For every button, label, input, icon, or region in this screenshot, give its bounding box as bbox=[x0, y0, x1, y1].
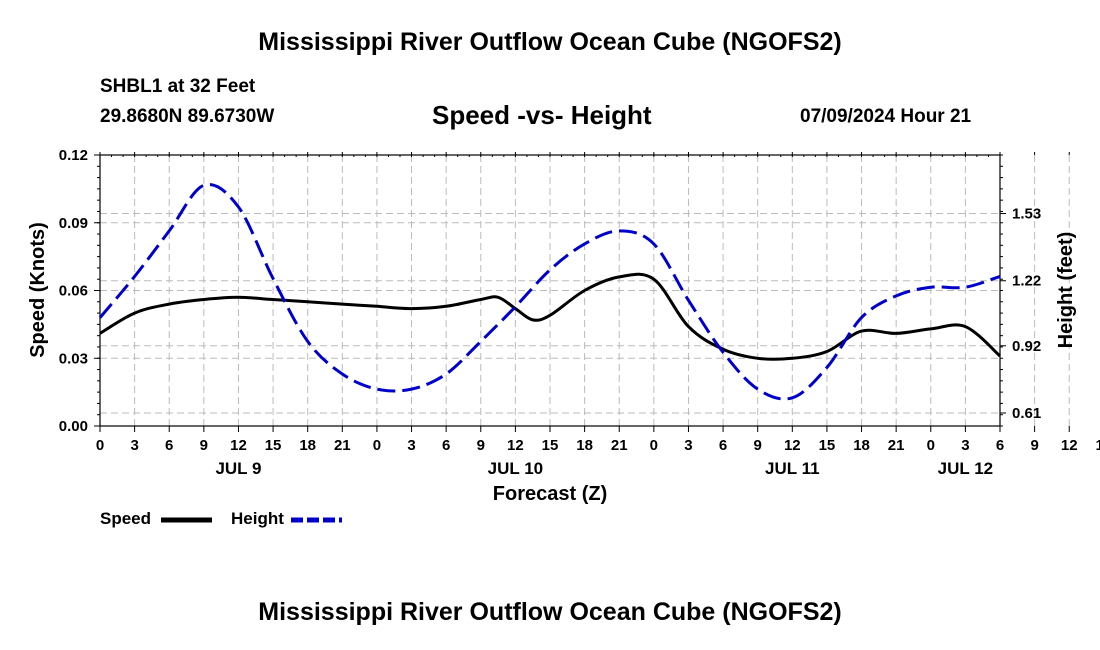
station-label: SHBL1 at 32 Feet bbox=[100, 76, 256, 97]
speed-series-line bbox=[99, 272, 1002, 361]
x-tick-label: 9 bbox=[477, 437, 485, 454]
grid-lines bbox=[100, 155, 1070, 426]
x-tick-label: 15 bbox=[542, 437, 559, 454]
x-tick-label: 12 bbox=[784, 437, 801, 454]
x-tick-label: 21 bbox=[888, 437, 905, 454]
day-label: JUL 9 bbox=[215, 459, 261, 478]
x-tick-label: 9 bbox=[200, 437, 208, 454]
day-label: JUL 12 bbox=[938, 459, 993, 478]
x-tick-label: 18 bbox=[299, 437, 316, 454]
x-tick-label: 3 bbox=[130, 437, 138, 454]
y-axis-left-label: Speed (Knots) bbox=[27, 222, 49, 358]
y-right-tick-label: 0.92 bbox=[1012, 338, 1041, 355]
x-tick-label: 15 bbox=[819, 437, 836, 454]
height-series-line bbox=[98, 183, 1001, 401]
x-tick-label: 6 bbox=[442, 437, 450, 454]
y-right-tick-label: 1.53 bbox=[1012, 206, 1041, 223]
x-axis-label: Forecast (Z) bbox=[493, 483, 607, 505]
y-left-tick-label: 0.03 bbox=[59, 350, 88, 367]
y-right-tick-label: 1.22 bbox=[1012, 273, 1041, 290]
axes: 0 3 6 9 12 15 18 21 0 3 6 9 12 15 18 21 0 3 6 9 12 15 18 21 0 3 6 9… bbox=[59, 147, 1100, 478]
x-tick-label: 3 bbox=[961, 437, 969, 454]
x-tick-label: 0 bbox=[373, 437, 381, 454]
y-left-tick-label: 0.12 bbox=[59, 147, 88, 164]
chart-subtitle: Speed -vs- Height bbox=[432, 100, 652, 130]
y-axis-right-label: Height (feet) bbox=[1055, 232, 1077, 349]
x-tick-label: 3 bbox=[407, 437, 415, 454]
x-tick-label: 12 bbox=[1061, 437, 1078, 454]
legend-height-label: Height bbox=[231, 509, 284, 528]
day-label: JUL 10 bbox=[488, 459, 543, 478]
x-tick-label: 15 bbox=[1096, 437, 1100, 454]
x-tick-label: 21 bbox=[334, 437, 351, 454]
x-tick-label: 0 bbox=[96, 437, 104, 454]
x-tick-label: 9 bbox=[1030, 437, 1038, 454]
x-tick-label: 0 bbox=[927, 437, 935, 454]
x-tick-label: 6 bbox=[165, 437, 173, 454]
x-tick-label: 21 bbox=[611, 437, 628, 454]
x-tick-label: 12 bbox=[507, 437, 524, 454]
data-series bbox=[98, 183, 1002, 401]
x-tick-label: 15 bbox=[265, 437, 282, 454]
chart-title: Mississippi River Outflow Ocean Cube (NG… bbox=[258, 28, 842, 56]
y-left-tick-label: 0.06 bbox=[59, 283, 88, 300]
x-tick-label: 12 bbox=[230, 437, 247, 454]
footer-title: Mississippi River Outflow Ocean Cube (NG… bbox=[258, 598, 842, 626]
x-tick-label: 18 bbox=[576, 437, 593, 454]
legend-speed-label: Speed bbox=[100, 509, 152, 528]
x-tick-label: 0 bbox=[650, 437, 658, 454]
x-tick-label: 3 bbox=[684, 437, 692, 454]
x-tick-label: 6 bbox=[996, 437, 1004, 454]
x-tick-label: 9 bbox=[754, 437, 762, 454]
coordinates-label: 29.8680N 89.6730W bbox=[100, 106, 275, 127]
x-tick-label: 18 bbox=[853, 437, 870, 454]
forecast-datetime: 07/09/2024 Hour 21 bbox=[800, 106, 972, 127]
x-tick-label: 6 bbox=[719, 437, 727, 454]
y-right-tick-label: 0.61 bbox=[1012, 405, 1041, 422]
y-left-tick-label: 0.09 bbox=[59, 215, 88, 232]
y-left-tick-label: 0.00 bbox=[59, 418, 88, 435]
day-label: JUL 11 bbox=[765, 459, 820, 478]
